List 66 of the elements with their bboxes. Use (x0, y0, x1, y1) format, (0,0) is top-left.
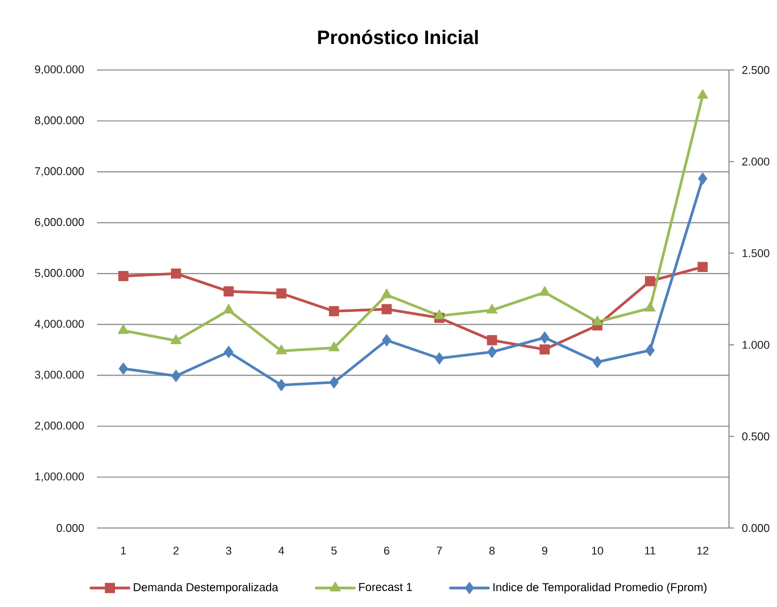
point (540, 332, 550, 344)
x-tick-label: 1 (121, 546, 126, 554)
point (171, 370, 181, 382)
point (697, 89, 708, 99)
point (645, 344, 655, 356)
point (224, 286, 234, 296)
point (540, 344, 550, 354)
point (170, 334, 182, 344)
y-tick-label: 4,000.000 (34, 320, 84, 330)
point (224, 346, 234, 358)
chart-title: Pronóstico Inicial (318, 30, 478, 44)
y2-tick-label: 0.000 (742, 524, 770, 532)
y-tick-label: 6,000.000 (35, 218, 84, 228)
point (223, 304, 234, 314)
x-tick-label: 11 (645, 546, 656, 554)
point (698, 172, 708, 185)
point (382, 304, 392, 314)
x-tick-label: 9 (542, 546, 548, 555)
point (434, 352, 444, 364)
point (118, 271, 128, 282)
point (328, 306, 340, 316)
point (276, 288, 286, 298)
x-tick-label: 7 (436, 546, 442, 554)
x-tick-label: 12 (697, 546, 708, 555)
point (698, 262, 708, 272)
x-tick-label: 4 (278, 546, 284, 554)
y-tick-label: 8,000.000 (34, 116, 84, 126)
y2-tick-label: 0.500 (742, 432, 770, 440)
point (329, 376, 339, 388)
point (276, 344, 287, 354)
x-tick-label: 10 (592, 546, 604, 555)
y2-tick-label: 1.000 (742, 340, 770, 349)
legend-label: Forecast 1 (359, 583, 412, 592)
y-tick-label: 3,000.000 (34, 370, 84, 380)
x-tick-label: 8 (489, 546, 495, 555)
point (170, 268, 182, 279)
point (328, 341, 340, 352)
point (118, 362, 128, 375)
legend-label: Indice de Temporalidad Promedio (Fprom) (493, 582, 706, 594)
point (539, 286, 550, 296)
x-tick-label: 6 (384, 546, 390, 555)
y2-tick-label: 1.500 (742, 249, 770, 258)
point (592, 356, 602, 368)
point (382, 334, 392, 346)
x-tick-label: 2 (173, 546, 179, 555)
y-tick-label: 5,000.000 (34, 268, 84, 278)
y-tick-label: 9,000.000 (34, 65, 84, 75)
point (381, 288, 392, 298)
y-tick-label: 2,000.000 (35, 422, 84, 431)
y2-tick-label: 2.000 (742, 158, 770, 166)
x-tick-label: 3 (226, 546, 232, 555)
y-tick-label: 7,000.000 (35, 167, 84, 176)
y-tick-label: 0.000 (56, 524, 84, 532)
point (592, 316, 603, 326)
point (487, 346, 497, 358)
point (644, 302, 656, 312)
point (644, 276, 656, 286)
point (486, 335, 498, 346)
point (486, 304, 498, 314)
x-tick-label: 5 (331, 546, 337, 555)
point (118, 324, 129, 334)
y-tick-label: 1,000.000 (35, 472, 84, 482)
legend-label: Demanda Destemporalizada (134, 582, 278, 594)
point (276, 378, 286, 392)
y2-tick-label: 2.500 (742, 66, 770, 74)
point (434, 309, 445, 320)
